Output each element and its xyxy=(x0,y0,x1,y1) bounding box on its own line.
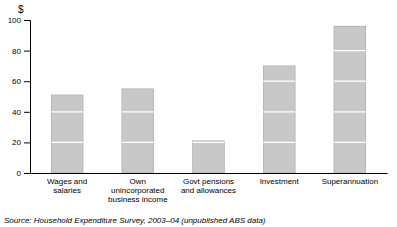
tick: 80 xyxy=(12,47,30,56)
tick-label-line: Superannuation xyxy=(322,177,379,186)
tick: 60 xyxy=(12,77,30,86)
bar-divider xyxy=(334,111,366,112)
tick-label-line: unincorporated xyxy=(111,186,164,195)
bar xyxy=(122,89,154,173)
tick-label: Ownunincorporatedbusiness income xyxy=(108,177,168,204)
bar-divider xyxy=(334,50,366,51)
tick-mark xyxy=(24,51,30,52)
x-axis: Wages andsalaries Ownunincorporatedbusine… xyxy=(31,174,388,205)
bar xyxy=(51,95,83,173)
bar xyxy=(334,26,366,173)
bar-divider xyxy=(263,81,295,82)
tick: 40 xyxy=(12,108,30,117)
tick-mark xyxy=(24,142,30,143)
y-label: $ xyxy=(18,4,24,15)
plot: 0 20 40 60 80 100 Wages andsalaries Ownunincorp… xyxy=(8,16,388,204)
tick: Superannuation xyxy=(322,177,379,186)
bar-divider xyxy=(122,111,154,112)
tick: 20 xyxy=(12,138,30,147)
tick-label-line: Wages and xyxy=(47,177,87,186)
tick-label: 40 xyxy=(12,108,21,117)
tick-label: 80 xyxy=(12,47,21,56)
tick-label: Investment xyxy=(260,177,300,186)
tick-label: 60 xyxy=(12,77,21,86)
tick-label-line: business income xyxy=(108,195,168,204)
bar-divider xyxy=(263,142,295,143)
tick: Ownunincorporatedbusiness income xyxy=(108,177,168,204)
tick-label: Govt pensionsand allowances xyxy=(181,177,236,195)
bar-divider xyxy=(263,111,295,112)
axis-domain xyxy=(24,21,31,174)
tick: Govt pensionsand allowances xyxy=(181,177,236,195)
tick: 100 xyxy=(8,16,30,25)
y-axis: 0 20 40 60 80 100 xyxy=(8,16,31,178)
tick-label: 100 xyxy=(8,16,22,25)
source-note: Source: Household Expenditure Survey, 20… xyxy=(4,216,266,225)
tick-label-line: salaries xyxy=(53,186,81,195)
bar-divider xyxy=(51,111,83,112)
bar xyxy=(263,66,295,173)
tick-label-line: Investment xyxy=(260,177,300,186)
tick: Investment xyxy=(260,177,300,186)
tick-label: 20 xyxy=(12,138,21,147)
tick-label-line: Own xyxy=(130,177,146,186)
tick-label: Superannuation xyxy=(322,177,379,186)
bar-divider xyxy=(122,142,154,143)
chart: 0 20 40 60 80 100 Wages andsalaries Ownunincorp… xyxy=(0,0,397,227)
tick: Wages andsalaries xyxy=(47,177,87,195)
tick-label-line: Govt pensions xyxy=(183,177,234,186)
bar-divider xyxy=(193,142,225,143)
tick-mark xyxy=(24,81,30,82)
axis-domain xyxy=(31,173,388,174)
bar-divider xyxy=(334,81,366,82)
tick-mark xyxy=(24,112,30,113)
tick-label: Wages andsalaries xyxy=(47,177,87,195)
tick-label-line: and allowances xyxy=(181,186,236,195)
tick-label: 0 xyxy=(17,169,22,178)
tick-mark xyxy=(24,20,30,21)
tick: 0 xyxy=(17,169,30,178)
bar xyxy=(193,141,225,173)
tick-mark xyxy=(24,173,30,174)
bars xyxy=(51,26,366,173)
bar-divider xyxy=(334,142,366,143)
bar-divider xyxy=(51,142,83,143)
